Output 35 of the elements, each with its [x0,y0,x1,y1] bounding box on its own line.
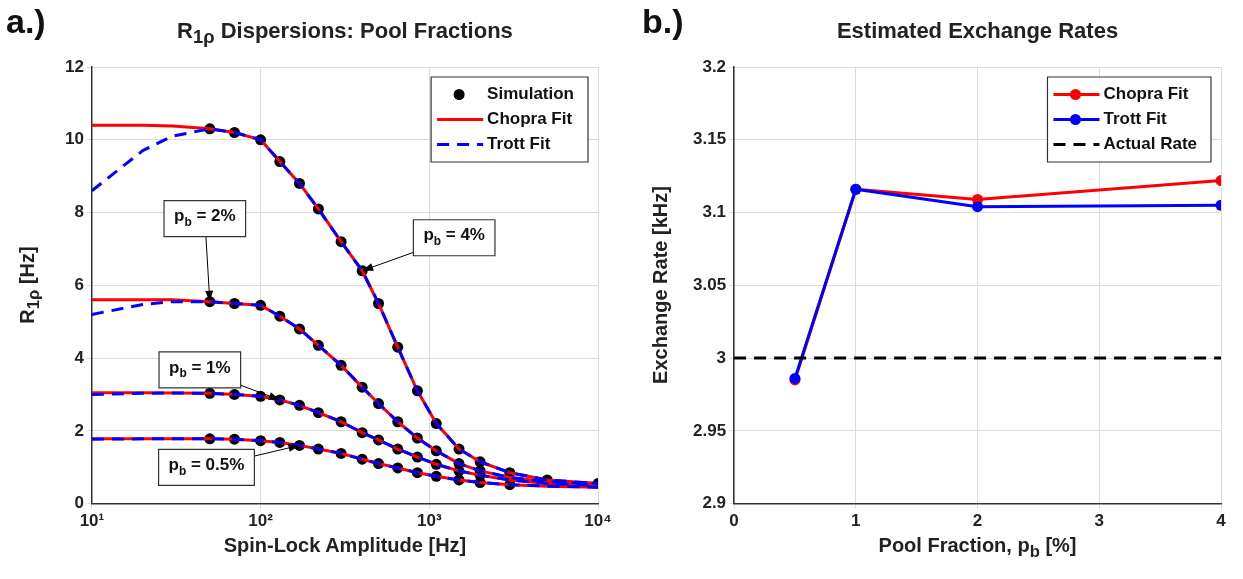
x-tick-label: 3 [1094,511,1105,531]
legend-label: Chopra Fit [1103,84,1189,104]
y-tick-label: 2.95 [692,420,727,440]
text: b.) [642,2,684,41]
y-tick-label: 8 [74,202,84,222]
y-tick-label: 2.9 [702,493,727,513]
x-tick-label: 10¹ [79,511,105,531]
y-tick-label: 3.05 [692,274,727,294]
x-axis-title: Spin-Lock Amplitude [Hz] [223,533,467,557]
legend-label: Actual Rate [1103,134,1198,154]
text: a.) [6,2,46,41]
legend-label: Trott Fit [1103,109,1168,129]
y-tick-label: 10 [64,129,84,149]
y-tick-label: 3.1 [702,202,727,222]
y-tick-label: 3 [716,347,727,367]
legend-label: Trott Fit [487,134,551,154]
y-tick-label: 0 [74,493,84,513]
x-tick-label: 10⁴ [584,511,612,531]
x-tick-label: 2 [972,511,983,531]
y-tick-label: 4 [74,347,85,367]
x-tick-label: 10² [248,511,274,531]
y-tick-label: 6 [74,274,84,294]
x-tick-label: 1 [851,511,861,531]
x-tick-label: 4 [1216,511,1227,531]
chart-title: Estimated Exchange Rates [836,18,1119,44]
legend-label: Chopra Fit [487,109,573,129]
chart-title: R$_{1ρ}$ Dispersions: Pool Fractions [177,18,513,49]
x-axis-title: Pool Fraction, p$_{b}$ [%] [878,533,1077,562]
x-tick-label: 10³ [417,511,442,531]
legend-label: Simulation [487,84,575,104]
y-tick-label: 12 [64,56,84,76]
y-tick-label: 3.2 [702,56,727,76]
y-tick-label: 3.15 [692,129,727,149]
y-tick-label: 2 [74,420,84,440]
y-axis-title: Exchange Rate [kHz] [648,186,672,385]
